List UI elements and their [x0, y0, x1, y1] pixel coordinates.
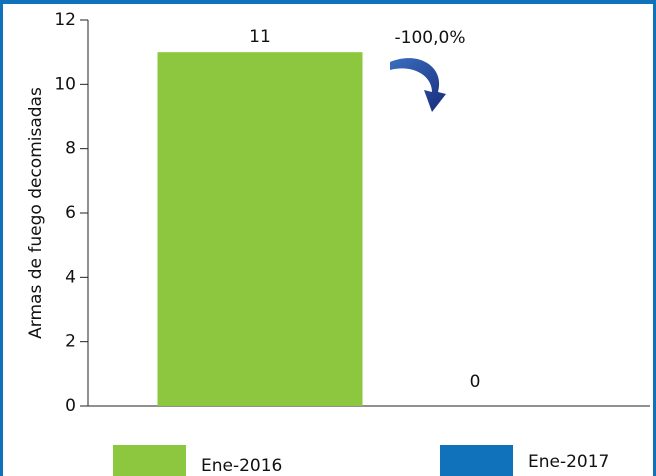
value-label: 11	[249, 27, 271, 47]
change-arrow	[390, 58, 446, 112]
annotation: -100,0%	[395, 28, 466, 48]
y-tick-label: 4	[65, 267, 76, 287]
legend-swatch	[440, 445, 513, 476]
y-tick-label: 2	[65, 332, 76, 352]
legend-label: Ene-2017	[528, 452, 609, 472]
y-tick-label: 6	[65, 203, 76, 223]
bar	[157, 52, 363, 407]
y-tick-label: 12	[54, 10, 76, 30]
legend-label: Ene-2016	[201, 456, 282, 476]
value-label: 0	[470, 372, 481, 392]
y-tick-label: 8	[65, 139, 76, 159]
y-tick-label: 0	[65, 396, 76, 416]
legend-swatch	[113, 445, 186, 476]
y-axis-label: Armas de fuego decomisadas	[26, 87, 46, 339]
y-tick-label: 10	[54, 74, 76, 94]
